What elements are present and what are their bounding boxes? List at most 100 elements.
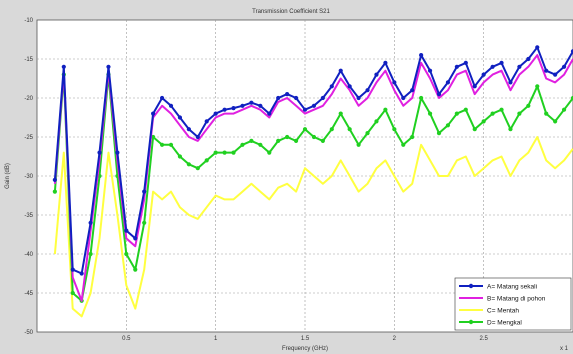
data-point <box>320 95 325 101</box>
data-point <box>365 131 370 136</box>
data-point <box>186 162 191 167</box>
data-point <box>347 84 352 89</box>
data-point <box>142 220 147 225</box>
series-layer <box>52 45 573 318</box>
data-point <box>401 142 406 147</box>
series-line-2 <box>53 136 573 318</box>
data-point <box>374 119 379 124</box>
data-point <box>249 100 254 105</box>
legend-entry: C= Mentah <box>487 307 519 314</box>
data-point <box>133 236 138 241</box>
data-point <box>436 92 442 97</box>
data-point <box>177 154 183 159</box>
data-point <box>454 64 459 69</box>
y-tick-label: -50 <box>24 330 33 336</box>
data-point <box>142 189 147 194</box>
data-point <box>267 150 272 155</box>
data-point <box>356 142 361 147</box>
data-point <box>151 111 156 116</box>
data-point <box>526 56 531 62</box>
data-point <box>124 228 129 233</box>
y-tick-label: -10 <box>24 18 33 24</box>
data-point <box>293 138 299 143</box>
data-point <box>499 60 504 65</box>
data-point <box>267 111 272 116</box>
data-point <box>544 111 549 116</box>
data-point <box>481 119 486 124</box>
x-axis-ticks: 0.5 1 1.5 2 2.5 <box>122 336 488 342</box>
data-point <box>276 138 281 143</box>
data-point <box>410 134 415 140</box>
data-point <box>499 107 504 112</box>
data-point <box>445 80 451 85</box>
data-point <box>168 103 174 108</box>
data-point <box>249 138 254 143</box>
y-tick-label: -25 <box>24 135 33 141</box>
legend-entry: A= Matang sekali <box>487 283 537 290</box>
data-point <box>88 220 93 225</box>
data-point <box>258 142 263 147</box>
data-point <box>159 142 165 147</box>
y-tick-label: -40 <box>24 252 33 258</box>
y-tick-label: -45 <box>24 291 33 297</box>
legend-entry: B= Matang di pohon <box>487 295 546 302</box>
data-point <box>508 80 513 85</box>
legend: A= Matang sekali B= Matang di pohon C= Men… <box>454 277 572 331</box>
data-point <box>195 166 200 171</box>
data-point <box>52 189 57 194</box>
data-point <box>70 290 75 296</box>
data-point <box>302 107 308 112</box>
data-point <box>124 251 129 257</box>
x-tick-label: 1.5 <box>301 336 310 342</box>
data-point <box>472 127 477 132</box>
data-point <box>392 80 397 85</box>
data-point <box>508 127 513 132</box>
data-point <box>419 53 424 58</box>
data-point <box>347 127 352 132</box>
data-point <box>374 72 379 77</box>
data-point <box>231 106 236 111</box>
data-point <box>79 271 84 276</box>
data-point <box>427 111 433 116</box>
data-point <box>463 107 468 112</box>
x-tick-label: 0.5 <box>122 336 131 342</box>
data-point <box>553 119 558 124</box>
data-point <box>329 84 334 89</box>
data-point <box>231 150 236 155</box>
data-point <box>133 267 138 272</box>
data-point <box>544 68 549 73</box>
y-axis-ticks: -10 -15 -20 -25 -30 -35 -40 -45 -50 <box>24 18 33 336</box>
legend-marker <box>468 283 474 289</box>
data-point <box>204 158 209 163</box>
data-point <box>293 95 299 101</box>
data-point <box>561 107 567 112</box>
data-point <box>383 107 388 112</box>
data-point <box>570 49 573 54</box>
data-point <box>419 95 424 101</box>
data-point <box>401 95 406 101</box>
data-point <box>52 177 57 182</box>
data-point <box>535 84 540 89</box>
data-point <box>311 134 317 140</box>
legend-entry: D= Mengkal <box>487 319 522 326</box>
data-point <box>454 111 459 116</box>
data-point <box>490 111 495 116</box>
x-tick-label: 1 <box>214 336 218 342</box>
series-line-1 <box>53 54 573 302</box>
data-point <box>106 64 111 69</box>
data-point <box>88 251 93 257</box>
data-point <box>222 107 227 112</box>
data-point <box>195 134 200 140</box>
data-point <box>445 123 451 128</box>
data-point <box>481 72 486 77</box>
data-point <box>213 150 218 155</box>
data-point <box>338 111 343 116</box>
legend-marker <box>468 319 474 325</box>
data-point <box>302 127 308 132</box>
data-point <box>70 267 75 272</box>
data-point <box>240 103 245 108</box>
data-point <box>258 103 263 108</box>
data-point <box>159 95 165 101</box>
data-point <box>561 64 567 69</box>
